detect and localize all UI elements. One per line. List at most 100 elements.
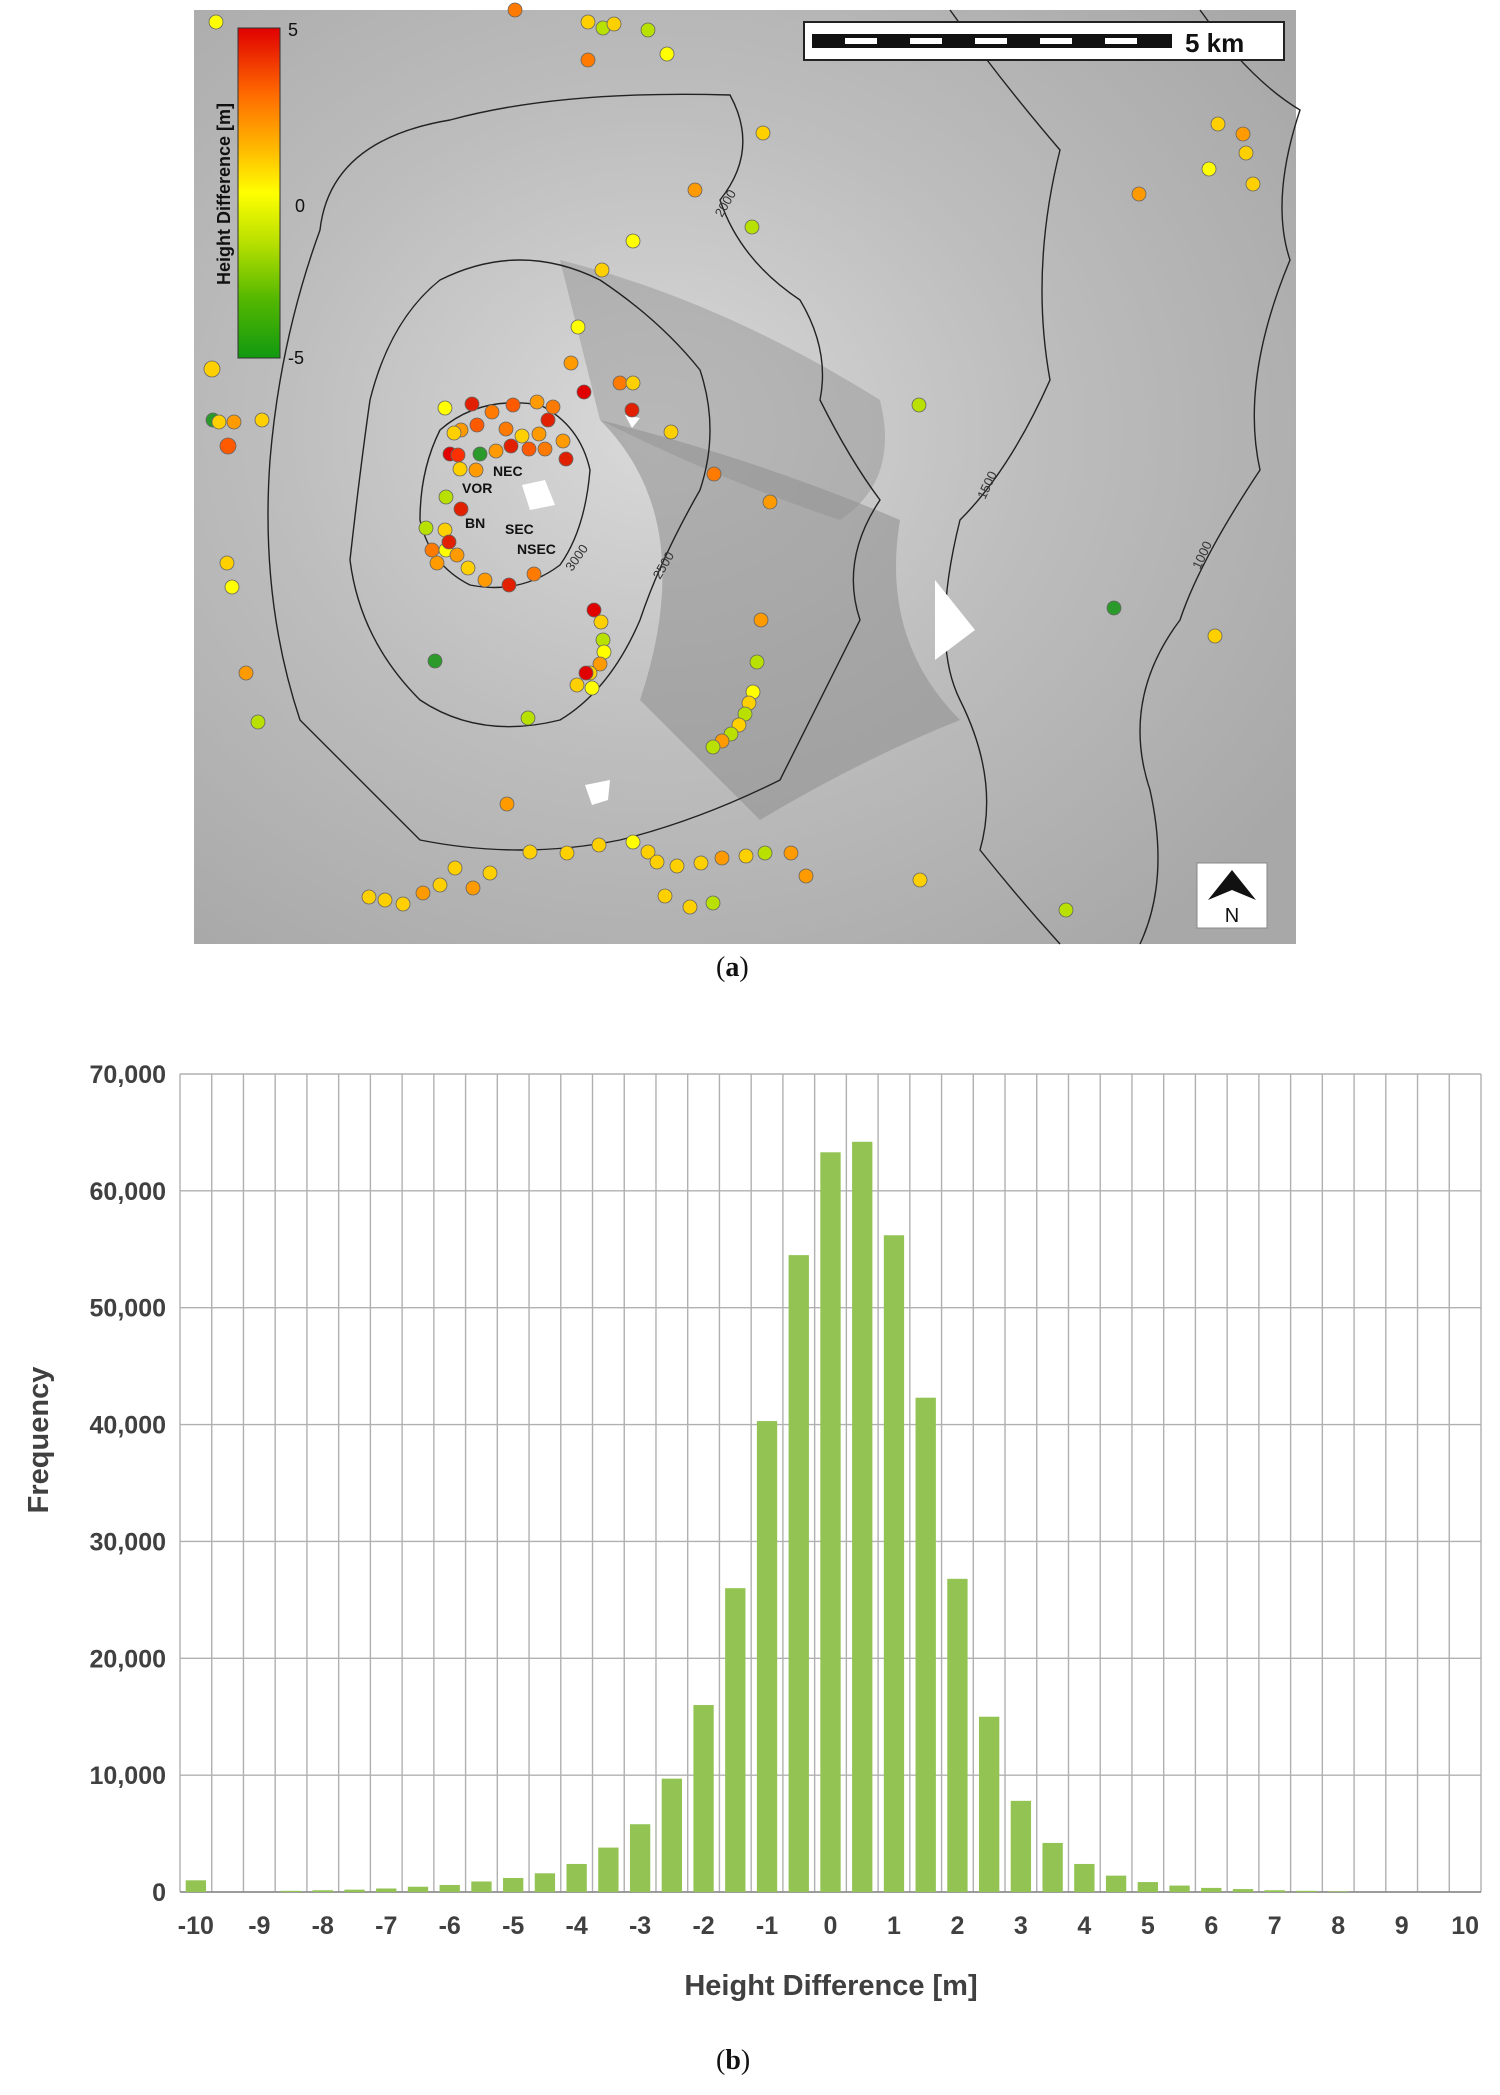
contour-1000	[1139, 9, 1301, 945]
x-tick-label: 3	[1014, 1912, 1028, 1940]
map-point	[377, 892, 393, 908]
map-point	[429, 555, 445, 571]
map-point	[424, 542, 440, 558]
histogram-bar	[598, 1847, 619, 1892]
contour-2000	[267, 93, 881, 851]
histogram-bar	[1264, 1890, 1285, 1892]
map-point	[1131, 186, 1147, 202]
map-point	[395, 896, 411, 912]
map-point	[555, 433, 571, 449]
map-point	[529, 394, 545, 410]
x-tick-label: -1	[756, 1912, 778, 1940]
map-point	[640, 844, 656, 860]
map-point	[450, 447, 466, 463]
map-point	[531, 426, 547, 442]
map-point	[606, 16, 622, 32]
map-point	[625, 233, 641, 249]
y-tick-label: 40,000	[90, 1412, 166, 1440]
colorbar: 5 0 -5 Height Difference [m]	[214, 20, 305, 368]
x-tick-label: 2	[950, 1912, 964, 1940]
north-arrow: N	[1196, 862, 1268, 929]
contour-2500	[349, 259, 711, 728]
map-point	[226, 414, 242, 430]
map-point	[569, 677, 585, 693]
histogram-bar	[1137, 1882, 1158, 1892]
x-tick-label: -9	[248, 1912, 270, 1940]
y-axis-label: Frequency	[23, 1367, 55, 1514]
map-point	[507, 2, 523, 18]
x-tick-label: 5	[1141, 1912, 1155, 1940]
map-point	[441, 534, 457, 550]
y-tick-label: 0	[152, 1879, 166, 1907]
map-point	[514, 428, 530, 444]
map-point	[912, 872, 928, 888]
map-point	[468, 462, 484, 478]
x-tick-label: 7	[1268, 1912, 1282, 1940]
map-point	[447, 860, 463, 876]
x-tick-label: -2	[692, 1912, 714, 1940]
map-point	[488, 443, 504, 459]
map-point	[706, 466, 722, 482]
map-point	[432, 877, 448, 893]
map-point	[744, 219, 760, 235]
map-point	[219, 555, 235, 571]
x-tick-label: 1	[887, 1912, 901, 1940]
map-point	[663, 424, 679, 440]
map-point	[477, 572, 493, 588]
map-point	[586, 602, 602, 618]
map-point	[1235, 126, 1251, 142]
map-point	[238, 665, 254, 681]
histogram-bar	[1201, 1887, 1222, 1892]
map-point	[687, 182, 703, 198]
map-point	[545, 399, 561, 415]
histogram-bar	[883, 1235, 905, 1892]
map-point	[783, 845, 799, 861]
map-point	[449, 547, 465, 563]
map-point	[714, 850, 730, 866]
map-point	[591, 837, 607, 853]
map-point	[1207, 628, 1223, 644]
histogram-bar	[471, 1881, 492, 1892]
map-point	[418, 520, 434, 536]
map-point	[250, 714, 266, 730]
x-tick-label: 0	[824, 1912, 838, 1940]
x-tick-label: -8	[312, 1912, 334, 1940]
map-point	[537, 441, 553, 457]
chart-bars	[185, 1141, 1349, 1892]
map-point	[612, 375, 628, 391]
caption-a: (a)	[716, 952, 749, 983]
map-point	[559, 845, 575, 861]
histogram-bar	[947, 1578, 968, 1892]
x-tick-labels: -10 -9 -8 -7 -6 -5 -4 -3 -2 -1 0 1 2 3 4 5 6 7 8 9 10	[178, 1912, 1479, 1940]
x-tick-label: 4	[1077, 1912, 1091, 1940]
map-point	[540, 412, 556, 428]
histogram-bar	[915, 1397, 936, 1892]
map-point	[520, 710, 536, 726]
north-label: N	[1225, 905, 1239, 927]
map-point	[1238, 145, 1254, 161]
y-tick-label: 30,000	[90, 1528, 166, 1556]
map-point	[649, 854, 665, 870]
x-tick-label: -3	[629, 1912, 651, 1940]
histogram-bar	[376, 1888, 397, 1892]
map-point	[738, 848, 754, 864]
histogram-bar	[312, 1890, 333, 1892]
map-point	[438, 489, 454, 505]
colorbar-min-label: -5	[288, 348, 304, 368]
map-point	[203, 360, 221, 378]
crater-label-vor: VOR	[462, 480, 492, 496]
histogram-bar	[661, 1778, 682, 1892]
map-point	[499, 796, 515, 812]
map-point	[625, 834, 641, 850]
map-point	[640, 22, 656, 38]
map-point	[1245, 176, 1261, 192]
map-point	[580, 14, 596, 30]
caption-a-letter: a	[725, 952, 740, 983]
histogram-bar	[1296, 1890, 1317, 1892]
measurement-points	[203, 2, 1261, 918]
crater-label-nsec: NSEC	[517, 541, 556, 557]
histogram-bar	[1328, 1891, 1349, 1892]
map-point	[501, 577, 517, 593]
map-point	[584, 680, 600, 696]
scale-bar: 5 km	[803, 21, 1285, 61]
